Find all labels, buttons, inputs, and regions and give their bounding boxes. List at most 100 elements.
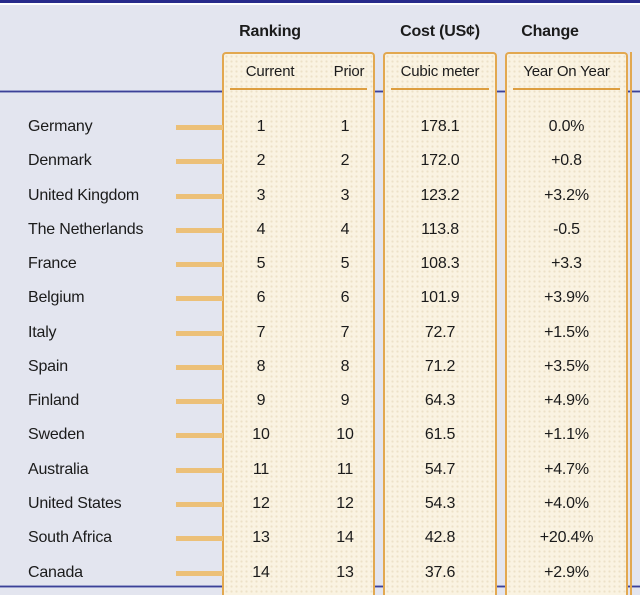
ranking-header-underline: [230, 88, 367, 90]
current-rank-cell: 10: [252, 426, 270, 443]
cost-cell: 71.2: [424, 358, 456, 375]
cubic-meter-column-header: Cubic meter: [400, 63, 480, 80]
change-cell: +3.5%: [544, 358, 589, 375]
cost-cell: 108.3: [420, 255, 460, 272]
cost-cell: 54.7: [424, 461, 456, 478]
country-label: Denmark: [28, 152, 92, 169]
change-cell: -0.5: [553, 221, 580, 238]
leader-line: [176, 194, 223, 199]
prior-rank-cell: 2: [340, 152, 350, 169]
change-group-header: Change: [521, 23, 579, 40]
leader-line: [176, 365, 223, 370]
cost-cell: 123.2: [420, 187, 460, 204]
leader-line: [176, 536, 223, 541]
change-cell: +20.4%: [539, 529, 594, 546]
leader-line: [176, 433, 223, 438]
leader-line: [176, 331, 223, 336]
prior-rank-cell: 5: [340, 255, 350, 272]
leader-line: [176, 571, 223, 576]
change-panel: [505, 52, 628, 595]
current-rank-cell: 3: [256, 187, 266, 204]
leader-line: [176, 262, 223, 267]
year-on-year-column-header: Year On Year: [523, 63, 610, 80]
prior-rank-cell: 11: [336, 461, 354, 478]
prior-rank-cell: 9: [340, 392, 350, 409]
current-rank-cell: 8: [256, 358, 266, 375]
change-cell: +3.3: [551, 255, 582, 272]
country-label: Italy: [28, 324, 57, 341]
cost-cell: 113.8: [421, 221, 459, 238]
change-header-underline: [513, 88, 620, 90]
cost-cell: 37.6: [424, 564, 456, 581]
prior-rank-cell: 14: [336, 529, 354, 546]
current-rank-cell: 5: [256, 255, 266, 272]
leader-line: [176, 228, 223, 233]
prior-rank-cell: 8: [340, 358, 350, 375]
prior-rank-cell: 7: [340, 324, 350, 341]
current-rank-cell: 2: [256, 152, 266, 169]
current-column-header: Current: [245, 63, 295, 80]
cost-cell: 61.5: [424, 426, 456, 443]
prior-rank-cell: 10: [336, 426, 354, 443]
leader-line: [176, 296, 223, 301]
current-rank-cell: 6: [256, 289, 266, 306]
ranking-group-header: Ranking: [239, 23, 301, 40]
top-white-rule: [0, 3, 640, 5]
cost-group-header: Cost (US¢): [400, 23, 480, 40]
leader-line: [176, 399, 223, 404]
cost-cell: 178.1: [420, 118, 460, 135]
change-cell: +4.0%: [544, 495, 589, 512]
country-label: South Africa: [28, 529, 112, 546]
prior-rank-cell: 6: [340, 289, 350, 306]
country-label: The Netherlands: [28, 221, 144, 238]
change-cell: +3.2%: [544, 187, 589, 204]
cost-cell: 101.9: [420, 289, 460, 306]
country-label: United Kingdom: [28, 187, 140, 204]
cost-cell: 54.3: [424, 495, 456, 512]
leader-line: [176, 159, 223, 164]
country-label: Belgium: [28, 289, 85, 306]
change-cell: +4.9%: [544, 392, 589, 409]
current-rank-cell: 13: [252, 529, 270, 546]
prior-rank-cell: 13: [336, 564, 354, 581]
change-cell: +4.7%: [544, 461, 589, 478]
country-label: Spain: [28, 358, 68, 375]
country-label: Australia: [28, 461, 89, 478]
prior-rank-cell: 4: [340, 221, 350, 238]
country-label: France: [28, 255, 77, 272]
cropped-panel-border: [630, 52, 632, 595]
current-rank-cell: 12: [252, 495, 270, 512]
current-rank-cell: 7: [256, 324, 266, 341]
change-cell: +0.8: [551, 152, 582, 169]
leader-line: [176, 502, 223, 507]
current-rank-cell: 11: [252, 461, 270, 478]
cost-panel: [383, 52, 497, 595]
cost-cell: 72.7: [424, 324, 456, 341]
prior-column-header: Prior: [333, 63, 365, 80]
change-cell: +1.5%: [544, 324, 589, 341]
prior-rank-cell: 1: [340, 118, 350, 135]
country-label: Germany: [28, 118, 93, 135]
top-navy-band: [0, 0, 640, 3]
cost-cell: 42.8: [424, 529, 456, 546]
country-label: United States: [28, 495, 122, 512]
country-label: Sweden: [28, 426, 85, 443]
cost-cell: 172.0: [420, 152, 460, 169]
country-label: Finland: [28, 392, 80, 409]
current-rank-cell: 4: [256, 221, 266, 238]
prior-rank-cell: 12: [336, 495, 354, 512]
change-cell: +1.1%: [544, 426, 589, 443]
current-rank-cell: 14: [252, 564, 270, 581]
cost-header-underline: [391, 88, 489, 90]
ranking-panel: [222, 52, 375, 595]
prior-rank-cell: 3: [340, 187, 350, 204]
cost-cell: 64.3: [424, 392, 456, 409]
leader-line: [176, 468, 223, 473]
change-cell: +2.9%: [544, 564, 589, 581]
country-label: Canada: [28, 564, 83, 581]
leader-line: [176, 125, 223, 130]
change-cell: +3.9%: [544, 289, 589, 306]
change-cell: 0.0%: [548, 118, 585, 135]
current-rank-cell: 9: [256, 392, 266, 409]
